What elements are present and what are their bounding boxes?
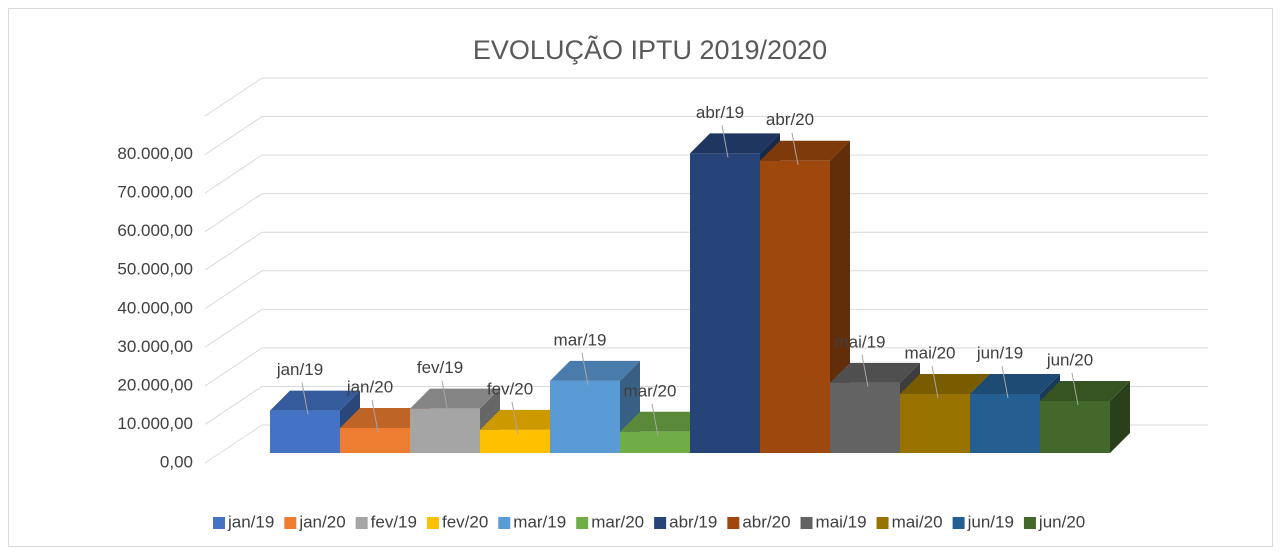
legend-swatch (876, 517, 889, 529)
bar-side (1110, 380, 1130, 453)
y-tick-label: 70.000,00 (117, 183, 193, 202)
bar (550, 380, 620, 453)
legend-label: jan/19 (227, 512, 274, 531)
bar-top (410, 388, 500, 409)
legend-label: mar/19 (513, 512, 566, 531)
data-label: jan/20 (346, 377, 393, 396)
bar (900, 394, 970, 453)
legend-label: abr/20 (742, 512, 790, 531)
legend-swatch (576, 517, 589, 529)
bar (760, 160, 830, 453)
legend-label: mai/19 (816, 512, 867, 531)
data-label: mar/20 (624, 381, 677, 400)
data-label: abr/20 (766, 110, 814, 129)
legend-label: abr/19 (669, 512, 717, 531)
label-leader (791, 132, 799, 165)
legend-label: jun/19 (967, 512, 1014, 531)
bar (270, 410, 340, 453)
data-label: jan/19 (276, 360, 323, 379)
legend-swatch (213, 517, 225, 529)
y-tick-label: 60.000,00 (117, 221, 193, 240)
bar (340, 427, 410, 453)
bar-top (900, 374, 990, 395)
legend-swatch (498, 517, 511, 529)
data-label: jun/20 (1046, 350, 1093, 369)
legend-label: fev/19 (371, 512, 417, 531)
data-label: mai/20 (904, 343, 955, 362)
data-label: mar/19 (554, 330, 607, 349)
bar (1040, 400, 1110, 453)
legend-swatch (284, 517, 297, 529)
bar-top (830, 362, 920, 383)
data-label: fev/19 (417, 358, 463, 377)
grid-line (204, 308, 1208, 348)
y-tick-label: 50.000,00 (117, 260, 193, 279)
bar-top (1040, 380, 1130, 401)
data-label: abr/19 (696, 103, 744, 122)
bar (970, 394, 1040, 453)
bar-top (550, 360, 640, 381)
chart-frame (8, 8, 1273, 547)
label-leader (931, 365, 939, 399)
bar-top (690, 133, 780, 154)
legend-swatch (654, 517, 667, 529)
grid-line (204, 193, 1208, 233)
y-tick-label: 10.000,00 (117, 414, 193, 433)
label-leader (651, 403, 659, 436)
legend-label: jan/20 (298, 512, 345, 531)
grid-line (204, 116, 1208, 155)
legend-label: mar/20 (591, 512, 644, 531)
label-leader (861, 354, 869, 387)
bar (620, 431, 690, 453)
label-leader (441, 380, 449, 413)
label-leader (1001, 365, 1009, 399)
bar (480, 429, 550, 453)
bar-top (270, 390, 360, 411)
legend-label: jun/20 (1038, 512, 1085, 531)
y-tick-label: 20.000,00 (117, 375, 193, 394)
grid-line (204, 231, 1208, 271)
legend-swatch (800, 517, 813, 529)
y-tick-label: 30.000,00 (117, 337, 193, 356)
bar (410, 408, 480, 453)
label-leader (511, 401, 519, 434)
data-label: jun/19 (976, 343, 1023, 362)
label-leader (371, 399, 379, 433)
bar-top (970, 374, 1060, 395)
data-label: fev/20 (487, 379, 533, 398)
grid-line (204, 270, 1208, 310)
legend-swatch (1023, 517, 1036, 529)
label-leader (1071, 372, 1079, 406)
wall-edge (204, 77, 1208, 117)
bar (690, 153, 760, 453)
label-leader (301, 382, 309, 415)
grid-line (204, 154, 1208, 194)
bar-top (760, 140, 850, 161)
legend-swatch (952, 517, 965, 529)
bar-top (480, 409, 570, 430)
legend-label: mai/20 (892, 512, 943, 531)
chart-title: EVOLUÇÃO IPTU 2019/2020 (473, 34, 827, 65)
y-tick-label: 80.000,00 (117, 144, 193, 163)
bar-top (340, 407, 430, 428)
data-label: mai/19 (834, 332, 885, 351)
y-tick-label: 0,00 (160, 452, 193, 471)
legend-label: fev/20 (442, 512, 488, 531)
bar-top (620, 411, 710, 432)
bar (830, 382, 900, 453)
legend-swatch (727, 517, 740, 529)
y-tick-label: 40.000,00 (117, 298, 193, 317)
legend-swatch (426, 517, 439, 529)
legend-swatch (355, 517, 368, 529)
grid-line (204, 347, 1208, 387)
label-leader (581, 352, 589, 385)
label-leader (721, 125, 729, 158)
